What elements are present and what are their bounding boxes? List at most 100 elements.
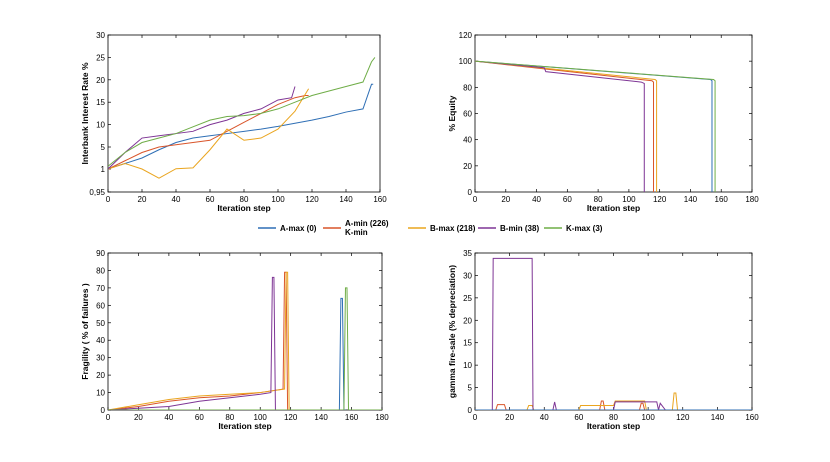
gamma-ytick-label: 30 bbox=[463, 271, 472, 280]
fragility-ytick-label: 50 bbox=[96, 319, 105, 328]
equity-series-B-max bbox=[475, 60, 658, 192]
interest-series-B-max bbox=[108, 88, 310, 179]
gamma-ytick-label: 0 bbox=[468, 406, 473, 415]
gamma-y-axis-label: gamma fire-sale (% depreciation) bbox=[447, 265, 457, 398]
interest-ytick-label: 25 bbox=[96, 53, 105, 62]
fragility-y-axis-label: Fragility ( % of failures ) bbox=[80, 283, 90, 380]
interest-xtick-label: 140 bbox=[339, 195, 353, 204]
gamma-series-A-min bbox=[475, 400, 683, 410]
gamma-xtick-label: 140 bbox=[711, 413, 725, 422]
gamma-series-B-max bbox=[475, 392, 752, 410]
interest-x-axis-label: Iteration step bbox=[217, 203, 270, 213]
equity-xtick-label: 140 bbox=[684, 195, 698, 204]
equity-plot-frame bbox=[474, 34, 753, 193]
fragility-ytick-label: 10 bbox=[96, 389, 105, 398]
equity-series-K-max bbox=[475, 60, 716, 192]
equity-xtick-label: 180 bbox=[745, 195, 759, 204]
equity-ytick-label: 120 bbox=[459, 31, 473, 40]
gamma-xtick-label: 20 bbox=[505, 413, 514, 422]
equity-xtick-label: 160 bbox=[715, 195, 729, 204]
fragility-xtick-label: 0 bbox=[106, 413, 111, 422]
equity-series-A-min bbox=[475, 60, 655, 192]
equity-series-B-min bbox=[475, 60, 645, 192]
interest-series-K-max bbox=[108, 57, 376, 167]
interest-xtick-label: 20 bbox=[138, 195, 147, 204]
interest-ytick-label: 15 bbox=[96, 98, 105, 107]
equity-ytick-label: 0 bbox=[468, 188, 473, 197]
gamma-xtick-label: 100 bbox=[641, 413, 655, 422]
chart-gamma-fire-sale: 0 20 40 60 80 100 120 140 160 0 5 10 15 20 25 30 35 Itera… bbox=[447, 249, 759, 431]
equity-ytick-label: 40 bbox=[463, 136, 472, 145]
fragility-xtick-label: 100 bbox=[254, 413, 268, 422]
interest-xtick-label: 80 bbox=[240, 195, 249, 204]
legend-label-B-min: B-min (38) bbox=[500, 224, 539, 233]
legend-label-K-min: K-min bbox=[345, 228, 368, 237]
legend-label-A-min: A-min (226) bbox=[345, 219, 389, 228]
interest-ytick-label: 20 bbox=[96, 76, 105, 85]
interest-series-B-min bbox=[108, 86, 296, 170]
interest-series-A-max bbox=[108, 83, 374, 170]
fragility-xtick-label: 40 bbox=[164, 413, 173, 422]
chart-interest-rate: 0 20 40 60 80 100 120 140 1600,95151015202530Ite… bbox=[80, 31, 387, 213]
gamma-ytick-label: 35 bbox=[463, 249, 472, 258]
gamma-ytick-label: 5 bbox=[468, 384, 473, 393]
equity-x-axis-label: Iteration step bbox=[587, 203, 640, 213]
fragility-ytick-label: 40 bbox=[96, 336, 105, 345]
fragility-xtick-label: 180 bbox=[375, 413, 389, 422]
fragility-xtick-label: 160 bbox=[345, 413, 359, 422]
gamma-ytick-label: 25 bbox=[463, 294, 472, 303]
fragility-xtick-label: 140 bbox=[314, 413, 328, 422]
gamma-series-B-min bbox=[475, 257, 666, 410]
interest-xtick-label: 40 bbox=[172, 195, 181, 204]
fragility-xtick-label: 80 bbox=[225, 413, 234, 422]
equity-xtick-label: 0 bbox=[473, 195, 478, 204]
interest-xtick-label: 60 bbox=[206, 195, 215, 204]
interest-ytick-label: 5 bbox=[101, 143, 106, 152]
fragility-series-B-max bbox=[108, 271, 290, 410]
legend-label-A-max: A-max (0) bbox=[280, 224, 317, 233]
gamma-plot-frame bbox=[474, 252, 753, 411]
gamma-xtick-label: 40 bbox=[540, 413, 549, 422]
gamma-ytick-label: 10 bbox=[463, 361, 472, 370]
interest-xtick-label: 0 bbox=[106, 195, 111, 204]
equity-xtick-label: 60 bbox=[563, 195, 572, 204]
equity-xtick-label: 100 bbox=[622, 195, 636, 204]
fragility-series-K-max bbox=[108, 287, 382, 410]
interest-ytick-label: 1 bbox=[101, 165, 106, 174]
gamma-xtick-label: 0 bbox=[473, 413, 478, 422]
equity-ytick-label: 60 bbox=[463, 110, 472, 119]
fragility-ytick-label: 60 bbox=[96, 301, 105, 310]
legend: A-max (0) A-min (226)K-min B-max (218) B-mi… bbox=[258, 219, 603, 237]
chart-equity: 0 20 40 60 80 100 120 140 160 180 0 20 40 60 80 100 120 I… bbox=[447, 31, 759, 213]
interest-xtick-label: 120 bbox=[305, 195, 319, 204]
fragility-series-B-min bbox=[108, 276, 276, 410]
fragility-x-axis-label: Iteration step bbox=[218, 421, 271, 431]
interest-y-axis-label: Interbank Interest Rate % bbox=[80, 62, 90, 164]
fragility-ytick-label: 70 bbox=[96, 284, 105, 293]
fragility-xtick-label: 120 bbox=[284, 413, 298, 422]
equity-series-A-max bbox=[475, 60, 713, 192]
interest-ytick-label: 0,95 bbox=[89, 188, 105, 197]
fragility-xtick-label: 60 bbox=[195, 413, 204, 422]
fragility-ytick-label: 80 bbox=[96, 266, 105, 275]
equity-xtick-label: 80 bbox=[594, 195, 603, 204]
legend-label-B-max: B-max (218) bbox=[430, 224, 476, 233]
equity-xtick-label: 20 bbox=[501, 195, 510, 204]
fragility-ytick-label: 0 bbox=[101, 406, 106, 415]
fragility-ytick-label: 20 bbox=[96, 371, 105, 380]
interest-ytick-label: 30 bbox=[96, 31, 105, 40]
equity-ytick-label: 100 bbox=[459, 57, 473, 66]
fragility-series-A-min bbox=[108, 271, 289, 410]
fragility-ytick-label: 30 bbox=[96, 354, 105, 363]
interest-series-A-min bbox=[108, 94, 309, 170]
equity-xtick-label: 120 bbox=[653, 195, 667, 204]
fragility-ytick-label: 90 bbox=[96, 249, 105, 258]
equity-y-axis-label: % Equity bbox=[447, 95, 457, 131]
gamma-ytick-label: 20 bbox=[463, 316, 472, 325]
equity-ytick-label: 20 bbox=[463, 162, 472, 171]
legend-label-K-max: K-max (3) bbox=[566, 224, 603, 233]
equity-xtick-label: 40 bbox=[532, 195, 541, 204]
gamma-xtick-label: 160 bbox=[745, 413, 759, 422]
fragility-xtick-label: 20 bbox=[134, 413, 143, 422]
